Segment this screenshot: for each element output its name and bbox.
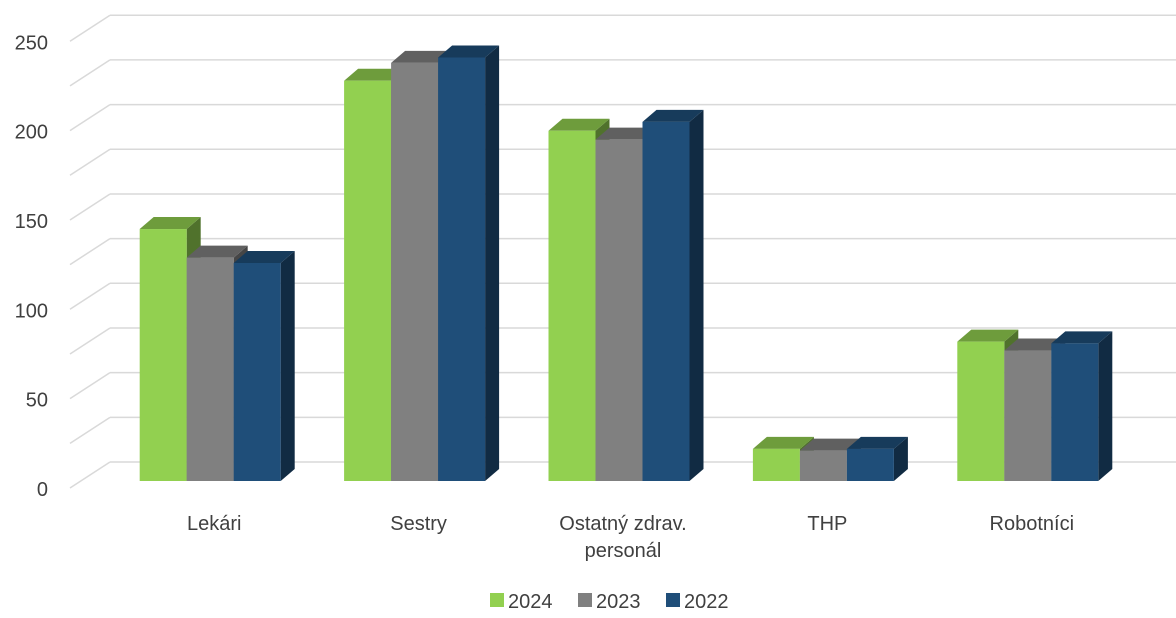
category-label: THP [807,513,847,535]
legend-swatch [490,593,504,607]
legend: 2024 2023 2022 [490,591,729,613]
gridline-side [69,327,111,355]
bar-2022-3 [846,436,908,481]
gridline-side [69,148,111,176]
gridline-side [69,193,111,221]
y-tick-label: 250 [15,32,48,54]
y-tick-label: 0 [37,479,48,501]
y-tick-label: 100 [15,300,48,322]
y-tick-label: 50 [26,390,48,412]
legend-label: 2024 [508,591,553,613]
category-label: Sestry [390,513,447,535]
gridline-side [69,103,111,132]
gridline-side [69,372,111,400]
legend-label: 2022 [684,591,729,613]
y-tick-label: 150 [15,211,48,233]
category-label: Lekári [187,513,241,535]
category-labels: Lekári Sestry Ostatný zdrav. personál THP Rob… [187,513,1074,562]
gridline-side [69,59,111,87]
bar-2022-4 [1051,331,1113,481]
category-label: Robotníci [990,513,1075,535]
bars [139,45,1113,482]
gridline-side [69,282,111,310]
category-label: Ostatný zdrav. [559,513,686,535]
gridline-side [69,237,111,266]
bar-2022-2 [642,109,704,482]
legend-swatch [578,593,592,607]
category-label: personál [585,540,662,562]
bar-2022-0 [233,250,295,481]
y-axis-tick-labels: 0 50 100 150 200 250 [15,32,48,501]
legend-swatch [666,593,680,607]
gridline-side [69,416,111,444]
y-tick-label: 200 [15,122,48,144]
gridline-side [69,14,111,42]
legend-label: 2023 [596,591,641,613]
bar-2022-1 [438,45,500,482]
gridline-side [69,461,111,489]
